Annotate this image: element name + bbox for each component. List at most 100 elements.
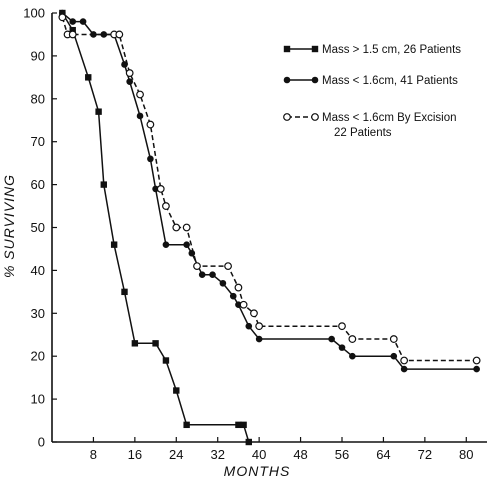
x-tick-label: 56 — [335, 447, 349, 462]
legend-label-line: Mass < 1.6cm By Excision — [322, 112, 457, 124]
data-point — [338, 344, 346, 351]
data-point — [173, 387, 180, 394]
y-tick-label: 20 — [31, 349, 45, 364]
legend-marker — [283, 76, 291, 84]
data-point — [473, 365, 480, 373]
data-point — [147, 155, 154, 163]
data-point — [152, 340, 159, 347]
data-point — [235, 421, 242, 429]
data-point — [69, 26, 76, 34]
data-point — [198, 271, 206, 278]
y-tick-label: 80 — [31, 91, 45, 106]
legend-label-line: 22 Patients — [334, 127, 392, 139]
data-point — [348, 335, 357, 343]
x-axis-title: MONTHS — [224, 463, 291, 479]
data-point — [255, 322, 264, 331]
legend-marker — [283, 45, 291, 53]
data-point — [245, 322, 253, 330]
data-point — [58, 13, 67, 22]
series-large-mass — [59, 9, 252, 446]
x-tick-label: 40 — [252, 447, 266, 462]
data-point — [79, 18, 87, 25]
data-point — [389, 335, 398, 343]
data-point — [229, 292, 237, 300]
data-point — [193, 262, 201, 271]
x-tick-label: 48 — [293, 447, 307, 462]
legend: Mass > 1.5 cm, 26 Patients Mass < 1.6cm, … — [283, 44, 461, 139]
y-tick-label: 100 — [23, 6, 45, 21]
data-point — [121, 288, 128, 296]
data-point — [183, 421, 190, 429]
legend-label-line: Mass > 1.5 cm, 26 Patients — [322, 44, 461, 56]
data-point — [250, 309, 258, 318]
x-tick-label: 16 — [128, 447, 142, 462]
data-point — [183, 241, 190, 248]
legend-label-small-mass: Mass < 1.6cm, 41 Patients — [322, 75, 458, 87]
data-point — [349, 352, 356, 360]
series-excision — [58, 13, 481, 365]
data-point — [239, 300, 248, 309]
y-tick-label: 40 — [31, 263, 45, 278]
data-point — [85, 74, 92, 81]
data-point — [400, 365, 408, 373]
x-tick-label: 32 — [210, 447, 224, 462]
data-point — [255, 335, 263, 343]
legend-marker — [283, 113, 291, 121]
legend-marker — [311, 76, 319, 84]
data-point — [162, 202, 170, 210]
axis-ticks: 0 10 20 30 40 50 60 70 80 90 100 8 16 24 32 40 48 56 64 72 8… — [23, 6, 473, 463]
x-tick-label: 80 — [459, 447, 473, 462]
data-point — [209, 271, 216, 278]
y-tick-label: 0 — [38, 435, 45, 450]
data-point — [224, 262, 232, 271]
legend-label-excision: Mass < 1.6cm By Excision 22 Patients — [322, 112, 457, 139]
data-point — [69, 18, 77, 25]
data-point — [472, 356, 481, 365]
data-point — [156, 184, 165, 193]
x-tick-label: 8 — [90, 447, 97, 462]
data-point — [95, 108, 102, 115]
data-point — [136, 112, 144, 120]
data-point — [68, 30, 77, 39]
data-point — [100, 31, 108, 38]
data-point — [125, 69, 134, 77]
data-point — [136, 90, 144, 99]
data-point — [188, 249, 196, 257]
y-tick-label: 50 — [31, 220, 45, 235]
data-point — [172, 223, 181, 232]
x-tick-label: 24 — [169, 447, 183, 462]
data-point — [100, 181, 107, 188]
y-tick-label: 30 — [31, 306, 45, 321]
series-small-mass — [59, 9, 480, 373]
data-point — [182, 223, 191, 232]
data-point — [240, 421, 247, 429]
y-tick-label: 60 — [31, 177, 45, 192]
y-tick-label: 10 — [31, 392, 45, 407]
legend-marker — [311, 45, 319, 53]
data-point — [126, 78, 133, 85]
data-point — [245, 438, 252, 446]
series-layer — [58, 9, 481, 446]
data-point — [162, 241, 170, 248]
x-tick-label: 64 — [376, 447, 390, 462]
y-tick-label: 70 — [31, 134, 45, 149]
data-point — [162, 357, 170, 364]
y-axis-title: % SURVIVING — [1, 174, 17, 278]
data-point — [131, 340, 139, 347]
data-point — [219, 279, 227, 287]
data-point — [146, 120, 155, 129]
data-point — [121, 61, 128, 68]
data-point — [115, 30, 124, 39]
legend-label-large-mass: Mass > 1.5 cm, 26 Patients — [322, 44, 461, 56]
data-point — [234, 283, 243, 292]
legend-marker — [311, 113, 319, 121]
data-point — [110, 241, 118, 248]
legend-label-line: Mass < 1.6cm, 41 Patients — [322, 75, 458, 87]
data-point — [390, 352, 398, 360]
series-line — [61, 17, 477, 362]
x-tick-label: 72 — [418, 447, 432, 462]
data-point — [328, 335, 335, 343]
y-tick-label: 90 — [31, 48, 45, 63]
data-point — [400, 356, 409, 365]
